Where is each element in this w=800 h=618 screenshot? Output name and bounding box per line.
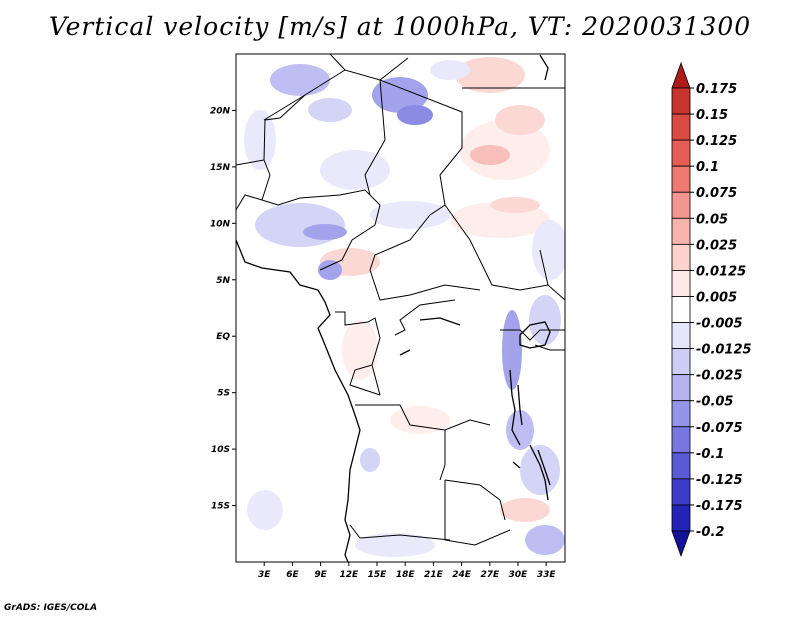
colorbar-label: -0.125 — [696, 473, 743, 488]
colorbar-label: 0.0125 — [696, 264, 746, 279]
lat-label: 15N — [210, 163, 231, 173]
colorbar-label: -0.1 — [696, 447, 724, 462]
colorbar-label: 0.15 — [696, 108, 728, 123]
chart-title: Vertical velocity [m/s] at 1000hPa, VT: … — [48, 12, 752, 41]
lat-label: 10S — [211, 445, 230, 455]
colorbar-segment — [671, 504, 691, 532]
lat-label: 15S — [211, 502, 230, 512]
colorbar-label: -0.005 — [696, 317, 743, 332]
colorbar-label: -0.175 — [696, 499, 743, 514]
colorbar-segment — [671, 270, 691, 297]
colorbar-label: 0.1 — [696, 160, 719, 175]
velocity-shading — [244, 57, 565, 557]
lon-label: 15E — [368, 570, 388, 580]
colorbar-label: 0.005 — [696, 290, 737, 305]
lon-label: 24E — [452, 570, 472, 580]
colorbar-segment — [671, 374, 691, 402]
colorbar-label: 0.175 — [696, 82, 737, 97]
map-frame — [235, 53, 566, 563]
lon-label: 33E — [537, 570, 557, 580]
colorbar-segment — [671, 243, 691, 271]
colorbar-label: 0.075 — [696, 186, 737, 201]
colorbar-segment — [671, 139, 691, 167]
colorbar-segment — [671, 400, 691, 428]
colorbar-label: -0.0125 — [696, 343, 752, 358]
colorbar-segment — [671, 322, 691, 349]
country-borders — [236, 54, 565, 546]
colorbar-label: 0.025 — [696, 238, 737, 253]
lon-label: 27E — [480, 570, 500, 580]
lon-label: 30E — [509, 570, 529, 580]
lon-label: 12E — [339, 570, 359, 580]
colorbar-bottom-triangle — [671, 530, 691, 558]
colorbar-top-triangle — [671, 61, 691, 89]
colorbar-segment — [671, 452, 691, 480]
longitude-axis: 3E 6E 9E 12E 15E 18E 21E 24E 27E 30E 33E — [258, 562, 556, 580]
colorbar-label: -0.2 — [696, 525, 724, 540]
lon-label: 18E — [396, 570, 416, 580]
colorbar-segment — [671, 165, 691, 193]
coastlines — [236, 54, 551, 562]
colorbar-label: -0.025 — [696, 369, 743, 384]
latitude-axis: 20N 15N 10N 5N EQ 5S 10S 15S — [210, 106, 236, 512]
lat-label: 20N — [210, 106, 231, 116]
lon-label: 21E — [424, 570, 444, 580]
colorbar-segment — [671, 348, 691, 376]
colorbar-label: -0.075 — [696, 421, 743, 436]
colorbar-label: -0.05 — [696, 395, 733, 410]
lat-label: 5N — [216, 276, 230, 286]
grads-credit: GrADS: IGES/COLA — [4, 603, 98, 613]
map-plot-area — [236, 54, 565, 562]
colorbar-segment — [671, 426, 691, 454]
lon-label: 9E — [314, 570, 327, 580]
colorbar-segment — [671, 478, 691, 506]
colorbar-segment — [671, 113, 691, 141]
lon-label: 6E — [286, 570, 299, 580]
lon-label: 3E — [258, 570, 271, 580]
colorbar: 0.175 0.15 0.125 0.1 0.075 0.05 0.025 0.0125 0.0… — [671, 61, 752, 558]
lat-label: 10N — [210, 219, 231, 229]
colorbar-segment — [671, 296, 691, 323]
colorbar-label: 0.05 — [696, 212, 728, 227]
lat-label: 5S — [217, 389, 230, 399]
colorbar-label: 0.125 — [696, 134, 737, 149]
colorbar-segment — [671, 191, 691, 219]
colorbar-segment — [671, 87, 691, 115]
lat-label: EQ — [216, 332, 230, 342]
colorbar-segment — [671, 217, 691, 245]
